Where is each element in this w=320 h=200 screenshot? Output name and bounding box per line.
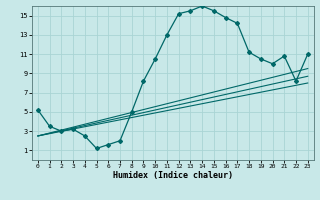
- X-axis label: Humidex (Indice chaleur): Humidex (Indice chaleur): [113, 171, 233, 180]
